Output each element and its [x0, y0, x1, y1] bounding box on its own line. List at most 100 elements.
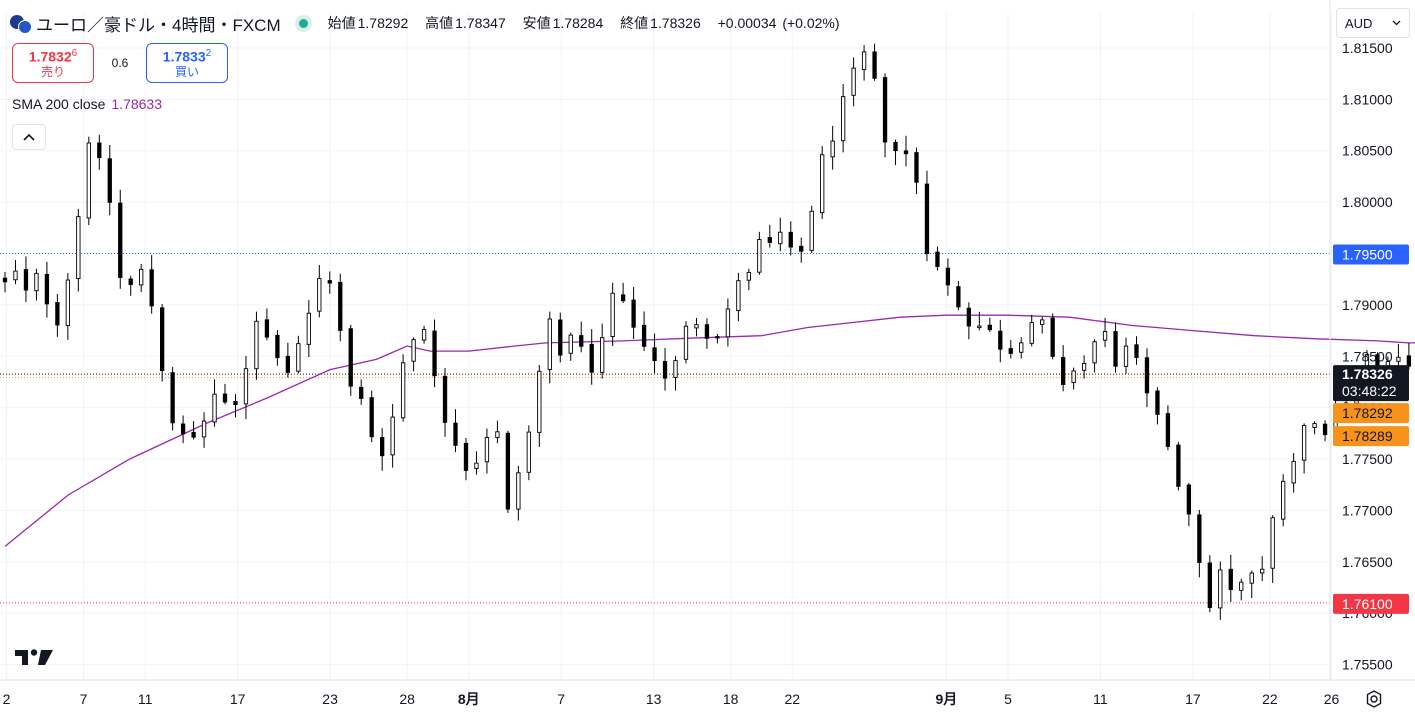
buy-label: 買い: [174, 64, 199, 79]
candle-body: [359, 386, 364, 399]
time-axis[interactable]: 2 7 11 17 23 28 8月 7 13 18 22 9月 5 11 17 22 26: [0, 679, 1415, 707]
currency-label: AUD: [1345, 15, 1373, 31]
candle-body: [505, 432, 511, 510]
currency-selector[interactable]: AUD: [1336, 8, 1410, 38]
price-tick-label: 1.76500: [1342, 554, 1393, 570]
candle-body: [1176, 444, 1181, 487]
price-tick-label: 1.79000: [1342, 297, 1393, 313]
candle-body: [1165, 413, 1171, 447]
buy-button[interactable]: 1.78332 買い: [146, 43, 228, 83]
candle-body: [463, 442, 469, 471]
candle-body: [956, 286, 961, 308]
candle-body: [830, 140, 835, 158]
symbol-legend: ユーロ／豪ドル・4時間・FXCM 始値 1.78292 高値 1.78347 安値 1…: [10, 10, 842, 36]
price-tick-label: 1.75500: [1342, 657, 1393, 673]
time-tick-label: 17: [230, 691, 246, 707]
candle-body: [149, 269, 154, 307]
indicator-legend[interactable]: SMA 200 close 1.78633: [12, 96, 162, 112]
time-tick-label: 18: [723, 691, 739, 707]
candle-body: [474, 462, 479, 469]
gear-icon[interactable]: [1361, 686, 1387, 712]
candle-body: [222, 393, 228, 403]
candle-body: [1040, 319, 1045, 325]
candle-body: [97, 142, 102, 159]
candle-body: [76, 216, 81, 279]
sell-price: 1.7832: [28, 48, 72, 65]
candle-body: [945, 267, 951, 286]
open-value: 1.78292: [357, 15, 409, 31]
sell-price-pip: 6: [71, 48, 78, 60]
candle-body: [861, 51, 867, 71]
price-level-label: [1333, 593, 1409, 614]
time-tick-label: 7: [557, 691, 565, 707]
candle-body: [107, 158, 112, 203]
candle-body: [579, 335, 584, 347]
chevron-down-icon: [1392, 20, 1401, 26]
symbol-title[interactable]: ユーロ／豪ドル・4時間・FXCM: [36, 15, 281, 35]
candle-body: [1113, 331, 1118, 367]
trade-panel: 1.78326 売り 0.6 1.78332 買い: [12, 43, 228, 83]
price-tick-label: 1.80000: [1342, 194, 1393, 210]
candle-body: [1123, 345, 1129, 367]
candle-body: [1092, 341, 1097, 364]
tradingview-logo[interactable]: [15, 644, 57, 668]
collapse-legend-button[interactable]: [12, 124, 46, 150]
price-tick-label: 1.80500: [1342, 143, 1393, 159]
candle-body: [1207, 562, 1212, 608]
candle-body: [799, 245, 804, 252]
candle-body: [275, 334, 280, 359]
candle-body: [652, 347, 657, 362]
candle-body: [201, 420, 207, 438]
horizontal-lines: [0, 253, 1330, 604]
time-tick-label: 22: [1262, 691, 1278, 707]
currency-pair-flag-icon[interactable]: [10, 13, 32, 34]
candle-body: [44, 273, 50, 305]
candle-body: [306, 312, 311, 345]
candle-body: [212, 393, 217, 423]
low-value: 1.78284: [552, 15, 604, 31]
price-tick-label: 1.77000: [1342, 502, 1393, 518]
candle-body: [1312, 423, 1317, 428]
sell-button[interactable]: 1.78326 売り: [12, 43, 94, 83]
candle-body: [757, 239, 762, 273]
candle-body: [987, 324, 992, 331]
candle-body: [2, 277, 8, 283]
market-status-icon[interactable]: [298, 18, 308, 28]
candle-body: [1061, 357, 1066, 385]
candle-body: [600, 337, 605, 373]
time-tick-label: 7: [80, 691, 88, 707]
candle-body: [924, 183, 930, 255]
candles: [2, 43, 1412, 620]
open-label: 始値: [327, 15, 356, 31]
sma-line-layer: [4, 314, 1415, 547]
candle-body: [327, 280, 332, 284]
price-level-text: 1.78289: [1342, 428, 1393, 444]
candle-body: [1050, 317, 1055, 357]
candle-body: [673, 360, 678, 378]
price-level-text: 1.78292: [1342, 405, 1393, 421]
spread-value: 0.6: [111, 56, 129, 70]
candle-body: [1260, 568, 1265, 574]
price-tick-label: 1.78500: [1342, 348, 1393, 364]
candle-body: [1406, 355, 1412, 367]
sma-200-line: [4, 314, 1415, 547]
high-label: 高値: [425, 15, 454, 31]
candle-body: [788, 231, 793, 248]
candle-body: [694, 324, 699, 329]
candle-body: [369, 397, 374, 438]
high-value: 1.78347: [455, 15, 506, 31]
candle-body: [903, 150, 909, 155]
candle-body: [914, 152, 919, 183]
candle-body: [1008, 348, 1013, 354]
candle-body: [1019, 342, 1024, 353]
candle-body: [233, 400, 238, 406]
candle-body: [495, 431, 500, 438]
price-tick-label: 1.77500: [1342, 451, 1393, 467]
time-tick-label: 11: [1093, 691, 1108, 707]
candle-body: [1249, 572, 1254, 584]
candle-body: [380, 437, 385, 457]
candle-body: [610, 292, 615, 337]
time-tick-label: 13: [646, 691, 662, 707]
